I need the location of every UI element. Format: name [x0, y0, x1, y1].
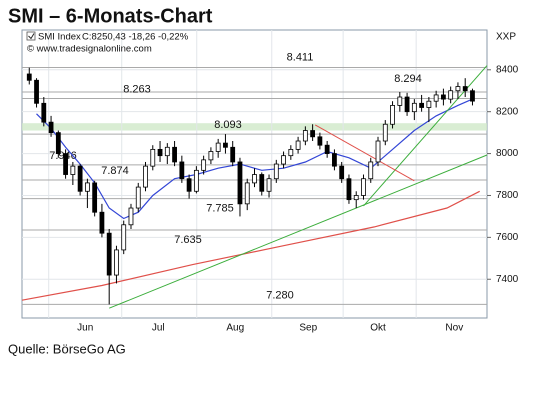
level-label: 7.280 [266, 289, 294, 301]
chart-title: SMI – 6-Monats-Chart [8, 5, 213, 27]
candle-body [164, 146, 170, 157]
candle-body [121, 224, 127, 251]
y-tick-label: 8200 [496, 106, 519, 117]
y-tick-label: 8000 [496, 148, 519, 159]
candle-body [92, 182, 98, 213]
candle-body [128, 207, 134, 226]
candle-body [179, 161, 185, 180]
candle-body [346, 178, 352, 201]
candle-body [361, 178, 366, 196]
candle-body [419, 102, 425, 108]
candle-body [433, 94, 439, 102]
candle-body [215, 142, 221, 152]
candle-body [252, 174, 257, 184]
x-tick-label: Jul [152, 323, 165, 334]
candle-body [353, 195, 359, 201]
candle-body [84, 182, 90, 192]
candle-body [237, 161, 243, 205]
candle-body [411, 102, 417, 113]
candle-body [368, 161, 374, 180]
candle-body [390, 105, 395, 125]
candle-body [273, 163, 279, 180]
candle-body [135, 186, 141, 209]
candle-body [34, 79, 39, 104]
candle-body [223, 142, 228, 148]
candle-body [55, 132, 61, 154]
quote: C:8250,43 -18,26 -0,22% [82, 32, 189, 43]
candle-body [63, 153, 68, 175]
y-tick-label: 7800 [496, 190, 519, 201]
candle-body [310, 130, 316, 138]
candle-body [462, 86, 468, 92]
candle-body [302, 130, 308, 142]
candle-body [230, 146, 236, 163]
candle-body [339, 165, 345, 180]
candle-body [77, 165, 83, 192]
candle-body [397, 96, 403, 106]
candle-body [172, 146, 177, 163]
x-tick-label: Okt [370, 323, 386, 334]
y-axis-label: XXP [496, 32, 516, 43]
watermark: © www.tradesignalonline.com [27, 44, 152, 55]
level-label: 7.874 [101, 165, 129, 177]
trend-line [109, 154, 488, 309]
candle-body [201, 159, 207, 171]
candle-body [404, 96, 410, 113]
moving-average [21, 190, 480, 301]
candle-body [150, 148, 156, 167]
candle-body [426, 100, 432, 108]
candle-body [332, 153, 337, 167]
candle-body [288, 148, 294, 157]
x-tick-label: Jun [77, 323, 93, 334]
candle-body [208, 151, 214, 161]
candle-body [186, 178, 192, 192]
y-tick-label: 7400 [496, 274, 519, 285]
x-tick-label: Nov [445, 323, 463, 334]
candle-body [157, 148, 163, 157]
level-label: 8.411 [287, 51, 314, 63]
candle-body [193, 169, 199, 192]
candle-body [448, 90, 454, 100]
candle-body [41, 102, 47, 123]
legend-label: SMI Index [38, 32, 81, 43]
candle-body [441, 94, 446, 100]
source: Quelle: BörseGo AG [8, 341, 126, 356]
candle-body [324, 144, 330, 154]
plot-area: 8.4118.2948.2638.0937.9467.8747.7857.635… [21, 30, 488, 318]
candle-body [382, 123, 388, 142]
candle-body [70, 165, 76, 175]
y-tick-label: 8400 [496, 64, 519, 75]
candle-body [470, 90, 475, 102]
x-tick-label: Sep [299, 323, 317, 334]
moving-average [36, 98, 473, 220]
trend-line [314, 124, 415, 182]
candle-body [26, 73, 32, 81]
candle-body [259, 174, 265, 192]
level-label: 7.785 [206, 203, 234, 215]
candle-body [281, 155, 286, 165]
candle-body [143, 165, 148, 188]
level-label: 8.263 [123, 83, 151, 95]
level-label: 8.093 [214, 119, 242, 131]
candle-body [266, 178, 272, 192]
support-band [22, 123, 487, 131]
candle-body [295, 140, 301, 150]
legend-check [28, 33, 35, 40]
candle-body [244, 182, 250, 205]
legend-checkbox [26, 31, 36, 41]
level-label: 7.635 [174, 234, 202, 246]
candle-body [48, 121, 54, 134]
candle-body [317, 136, 323, 146]
candle-body [375, 140, 381, 163]
candle-body [99, 211, 105, 234]
candle-body [455, 86, 461, 92]
candle-body [114, 249, 119, 276]
y-tick-label: 7600 [496, 232, 519, 243]
candle-body [106, 232, 112, 276]
level-label: 8.294 [394, 73, 422, 85]
x-tick-label: Aug [226, 323, 244, 334]
